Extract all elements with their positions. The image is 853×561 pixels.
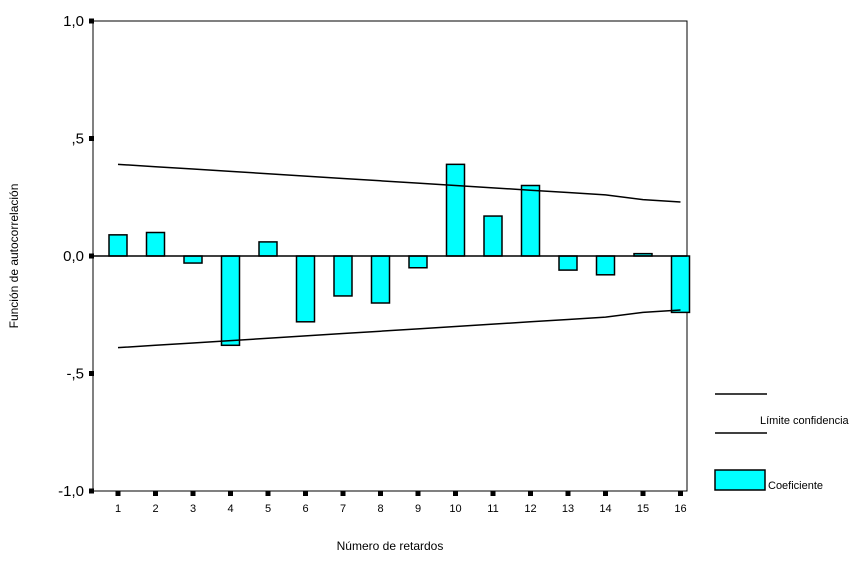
x-tick-label: 3 bbox=[190, 503, 196, 515]
x-tick-label: 13 bbox=[562, 503, 574, 515]
x-tick-mark bbox=[303, 491, 308, 496]
x-tick-mark bbox=[603, 491, 608, 496]
legend-label-coefficient: Coeficiente bbox=[768, 480, 823, 492]
legend: Límite confidencia Coeficiente bbox=[714, 393, 850, 492]
x-tick-mark bbox=[415, 491, 421, 496]
x-tick-label: 16 bbox=[674, 503, 686, 515]
y-tick-mark bbox=[89, 371, 94, 376]
x-tick-label: 7 bbox=[340, 503, 346, 515]
y-tick-label: -1,0 bbox=[58, 483, 84, 500]
x-tick-label: 11 bbox=[487, 503, 498, 515]
x-tick-label: 12 bbox=[524, 503, 536, 515]
y-tick-label: ,5 bbox=[71, 131, 84, 148]
x-tick-mark bbox=[228, 491, 233, 496]
bar-lag-11 bbox=[483, 215, 503, 257]
x-tick-label: 9 bbox=[415, 503, 421, 515]
x-tick-label: 10 bbox=[449, 503, 461, 515]
y-tick-mark bbox=[89, 488, 94, 494]
y-axis-ticks: 1,0 ,5 0,0 -,5 -1,0 bbox=[58, 13, 94, 500]
x-axis-title: Número de retardos bbox=[337, 539, 444, 553]
y-tick-mark bbox=[89, 18, 94, 24]
x-axis-ticks: 1 2 3 4 5 6 7 8 9 10 11 12 13 14 15 16 bbox=[115, 491, 687, 515]
bar-lag-10 bbox=[445, 163, 466, 257]
x-tick-mark bbox=[153, 491, 158, 496]
y-tick-label: 0,0 bbox=[63, 248, 84, 265]
y-tick-mark bbox=[89, 253, 94, 259]
x-tick-mark bbox=[453, 491, 458, 496]
x-tick-label: 4 bbox=[227, 503, 233, 515]
y-tick-label: -,5 bbox=[66, 366, 84, 383]
x-tick-mark bbox=[678, 491, 683, 496]
x-tick-mark bbox=[640, 491, 646, 496]
confidence-lines bbox=[117, 163, 681, 349]
bar-lag-16 bbox=[670, 255, 691, 314]
bar-lag-1 bbox=[108, 234, 128, 257]
bar-lag-7 bbox=[333, 255, 353, 297]
bar-series bbox=[108, 163, 691, 347]
bar-lag-4 bbox=[220, 255, 241, 347]
x-tick-label: 15 bbox=[637, 503, 649, 515]
legend-label-confidence: Límite confidencia bbox=[760, 415, 850, 427]
x-tick-label: 2 bbox=[152, 503, 158, 515]
x-tick-label: 5 bbox=[265, 503, 271, 515]
y-tick-label: 1,0 bbox=[63, 13, 84, 30]
x-tick-mark bbox=[190, 491, 196, 496]
bar-lag-12 bbox=[520, 184, 541, 257]
x-tick-mark bbox=[340, 491, 346, 496]
bar-lag-13 bbox=[558, 255, 578, 271]
bar-lag-3 bbox=[183, 255, 203, 264]
confidence-lower-line bbox=[117, 309, 681, 349]
bar-lag-14 bbox=[595, 255, 616, 276]
y-tick-mark bbox=[89, 136, 94, 141]
y-axis-title: Función de autocorrelación bbox=[7, 184, 21, 329]
x-tick-mark bbox=[265, 491, 271, 496]
confidence-upper-line bbox=[117, 163, 681, 203]
x-tick-label: 6 bbox=[302, 503, 308, 515]
bar-lag-6 bbox=[295, 255, 316, 323]
x-tick-label: 1 bbox=[115, 503, 121, 515]
x-tick-mark bbox=[378, 491, 383, 496]
x-tick-label: 14 bbox=[599, 503, 611, 515]
x-tick-mark bbox=[115, 491, 121, 496]
x-tick-mark bbox=[528, 491, 533, 496]
x-tick-label: 8 bbox=[377, 503, 383, 515]
bar-lag-5 bbox=[258, 241, 278, 257]
x-tick-mark bbox=[490, 491, 496, 496]
bar-lag-8 bbox=[370, 255, 391, 304]
legend-swatch-coefficient bbox=[714, 469, 766, 491]
bar-lag-9 bbox=[408, 255, 428, 269]
bar-lag-2 bbox=[145, 231, 166, 257]
x-tick-mark bbox=[565, 491, 571, 496]
